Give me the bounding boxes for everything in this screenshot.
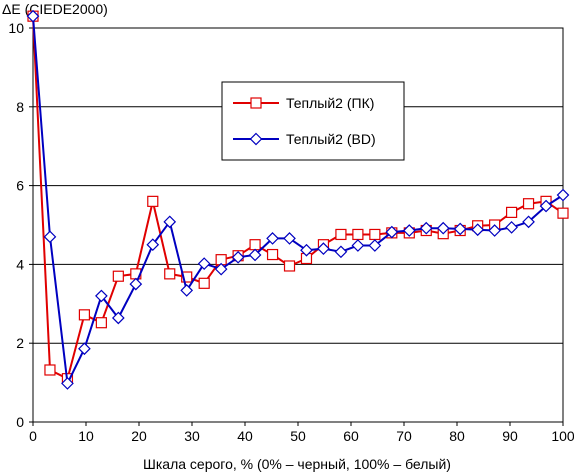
x-tick-label-30: 30 xyxy=(184,428,200,444)
series-1-point xyxy=(181,271,193,283)
series-1-point xyxy=(249,239,261,251)
series-1-point xyxy=(164,268,176,280)
legend-marker-series-2 xyxy=(249,132,263,146)
legend-marker-series-1 xyxy=(250,97,262,109)
series-2-point xyxy=(146,238,160,252)
series-2-point xyxy=(78,342,91,356)
series-1-point xyxy=(112,270,124,282)
series-1-point xyxy=(352,228,364,241)
legend-label-series-1: Теплый2 (ПК) xyxy=(286,95,374,111)
series-2-point xyxy=(385,225,399,239)
series-layer xyxy=(26,9,570,390)
series-2-point xyxy=(95,289,108,303)
series-2-point xyxy=(231,250,245,264)
y-tick-label-6: 6 xyxy=(16,178,24,194)
series-1-point xyxy=(557,207,569,219)
series-1-point xyxy=(198,277,210,289)
x-tick-label-40: 40 xyxy=(237,428,253,444)
x-tick-label-80: 80 xyxy=(449,428,465,444)
series-2-point xyxy=(300,243,313,257)
series-2-point xyxy=(214,262,228,276)
series-1-point xyxy=(266,248,279,261)
series-2-point xyxy=(471,223,485,237)
series-2-point xyxy=(368,239,382,252)
series-2 xyxy=(26,9,570,390)
legend: Теплый2 (ПК) Теплый2 (BD) xyxy=(221,81,405,161)
series-1-point xyxy=(369,228,381,241)
x-tick-label-20: 20 xyxy=(131,428,147,444)
series-1-point xyxy=(95,317,107,329)
series-2-point xyxy=(436,221,450,235)
x-axis-title: Шкала серого, % (0% – черный, 100% – бел… xyxy=(143,456,451,472)
series-2-point xyxy=(197,257,211,270)
x-tick-label-100: 100 xyxy=(551,428,574,444)
x-tick-label-60: 60 xyxy=(343,428,359,444)
series-2-point xyxy=(163,215,177,229)
series-1-point xyxy=(335,228,347,241)
y-tick-label-4: 4 xyxy=(16,256,24,272)
y-tick-label-2: 2 xyxy=(16,335,24,351)
series-2-point xyxy=(402,224,416,237)
series-1-point xyxy=(78,309,91,321)
series-2-point xyxy=(43,230,57,244)
x-tick-label-10: 10 xyxy=(78,428,94,444)
series-2-point xyxy=(26,9,40,23)
y-tick-label-0: 0 xyxy=(16,414,24,430)
series-1 xyxy=(27,10,569,385)
series-1-point xyxy=(505,206,518,218)
series-1-line xyxy=(32,16,564,380)
x-tick-label-0: 0 xyxy=(29,428,37,444)
series-2-point xyxy=(334,245,348,259)
series-2-point xyxy=(266,232,279,245)
x-tick-label-70: 70 xyxy=(396,428,412,444)
y-axis-title: ΔE (CIEDE2000) xyxy=(2,1,108,17)
series-2-point xyxy=(539,199,553,213)
series-2-point xyxy=(129,277,143,291)
series-2-point xyxy=(61,377,74,390)
series-2-point xyxy=(556,188,570,202)
y-tick-label-8: 8 xyxy=(16,99,24,115)
series-1-point xyxy=(44,364,56,376)
series-2-point xyxy=(180,284,194,297)
x-tick-label-90: 90 xyxy=(502,428,518,444)
series-2-point xyxy=(283,232,296,245)
series-2-point xyxy=(419,221,433,235)
series-2-point xyxy=(317,242,330,255)
series-1-point xyxy=(522,198,535,210)
series-2-point xyxy=(111,311,125,325)
series-2-point xyxy=(505,221,518,234)
legend-label-series-2: Теплый2 (BD) xyxy=(286,131,376,147)
series-1-point xyxy=(147,195,159,207)
series-2-point xyxy=(488,224,501,237)
series-2-point xyxy=(248,248,262,262)
x-tick-label-50: 50 xyxy=(290,428,306,444)
series-2-line xyxy=(32,16,564,385)
series-2-point xyxy=(522,215,535,229)
y-tick-label-10: 10 xyxy=(8,20,24,36)
series-2-point xyxy=(453,222,467,236)
series-2-point xyxy=(351,239,365,252)
series-1-point xyxy=(283,260,296,272)
legend-box xyxy=(221,81,405,161)
